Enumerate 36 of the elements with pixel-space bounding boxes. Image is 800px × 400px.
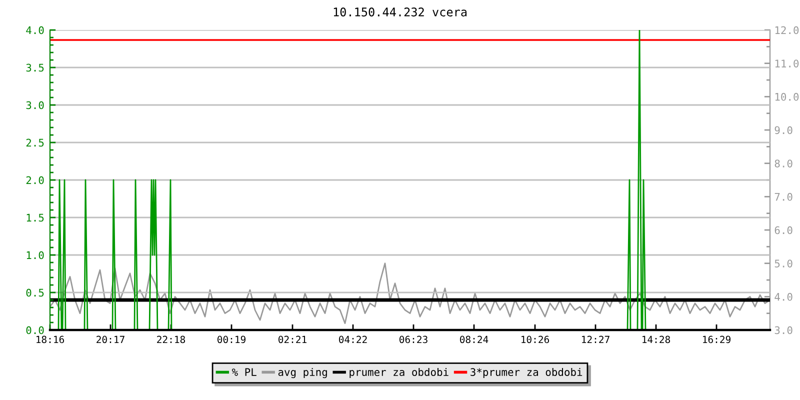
y2-tick-label: 11.0: [775, 60, 799, 68]
y2-tick-label: 10.0: [775, 92, 799, 101]
y-tick-label: 3.0: [26, 101, 44, 110]
y-tick-label: 0.5: [26, 288, 44, 297]
legend-label: % PL: [232, 368, 256, 376]
y2-tick-label: 9.0: [774, 126, 792, 134]
x-tick-label: 20:17: [96, 336, 124, 344]
legend-label: avg ping: [278, 368, 327, 378]
y2-tick-label: 8.0: [774, 160, 792, 168]
x-tick-label: 22:18: [157, 336, 186, 344]
y-tick-label: 1.5: [26, 214, 44, 222]
legend-label: prumer za obdobi: [350, 368, 448, 378]
x-tick-label: 16:29: [703, 336, 730, 344]
y2-tick-label: 12.0: [775, 26, 799, 34]
y2-tick-label: 6.0: [774, 226, 792, 234]
x-tick-label: 04:22: [339, 336, 367, 344]
y2-tick-label: 3.0: [774, 326, 792, 334]
x-tick-label: 14:28: [642, 336, 670, 344]
x-tick-label: 12:27: [582, 336, 610, 343]
y2-tick-label: 7.0: [774, 192, 792, 201]
x-tick-label: 02:21: [278, 336, 306, 344]
x-tick-label: 10:26: [522, 336, 550, 344]
y-tick-label: 4.0: [26, 26, 44, 34]
y-tick-label: 2.5: [26, 138, 44, 147]
y2-tick-label: 5.0: [774, 260, 792, 268]
x-tick-label: 08:24: [460, 336, 488, 344]
y-tick-label: 0.0: [26, 326, 44, 334]
x-tick-label: 06:23: [400, 336, 428, 344]
x-tick-label: 18:16: [36, 336, 64, 344]
y-tick-label: 3.5: [26, 64, 44, 72]
chart-title: 10.150.44.232 vcera: [334, 8, 467, 16]
y2-tick-label: 4.0: [774, 292, 792, 301]
y-tick-label: 2.0: [26, 176, 44, 184]
y-tick-label: 1.0: [26, 251, 44, 260]
legend-label: 3*prumer za obdobi: [470, 368, 582, 378]
x-tick-label: 00:19: [218, 336, 246, 344]
